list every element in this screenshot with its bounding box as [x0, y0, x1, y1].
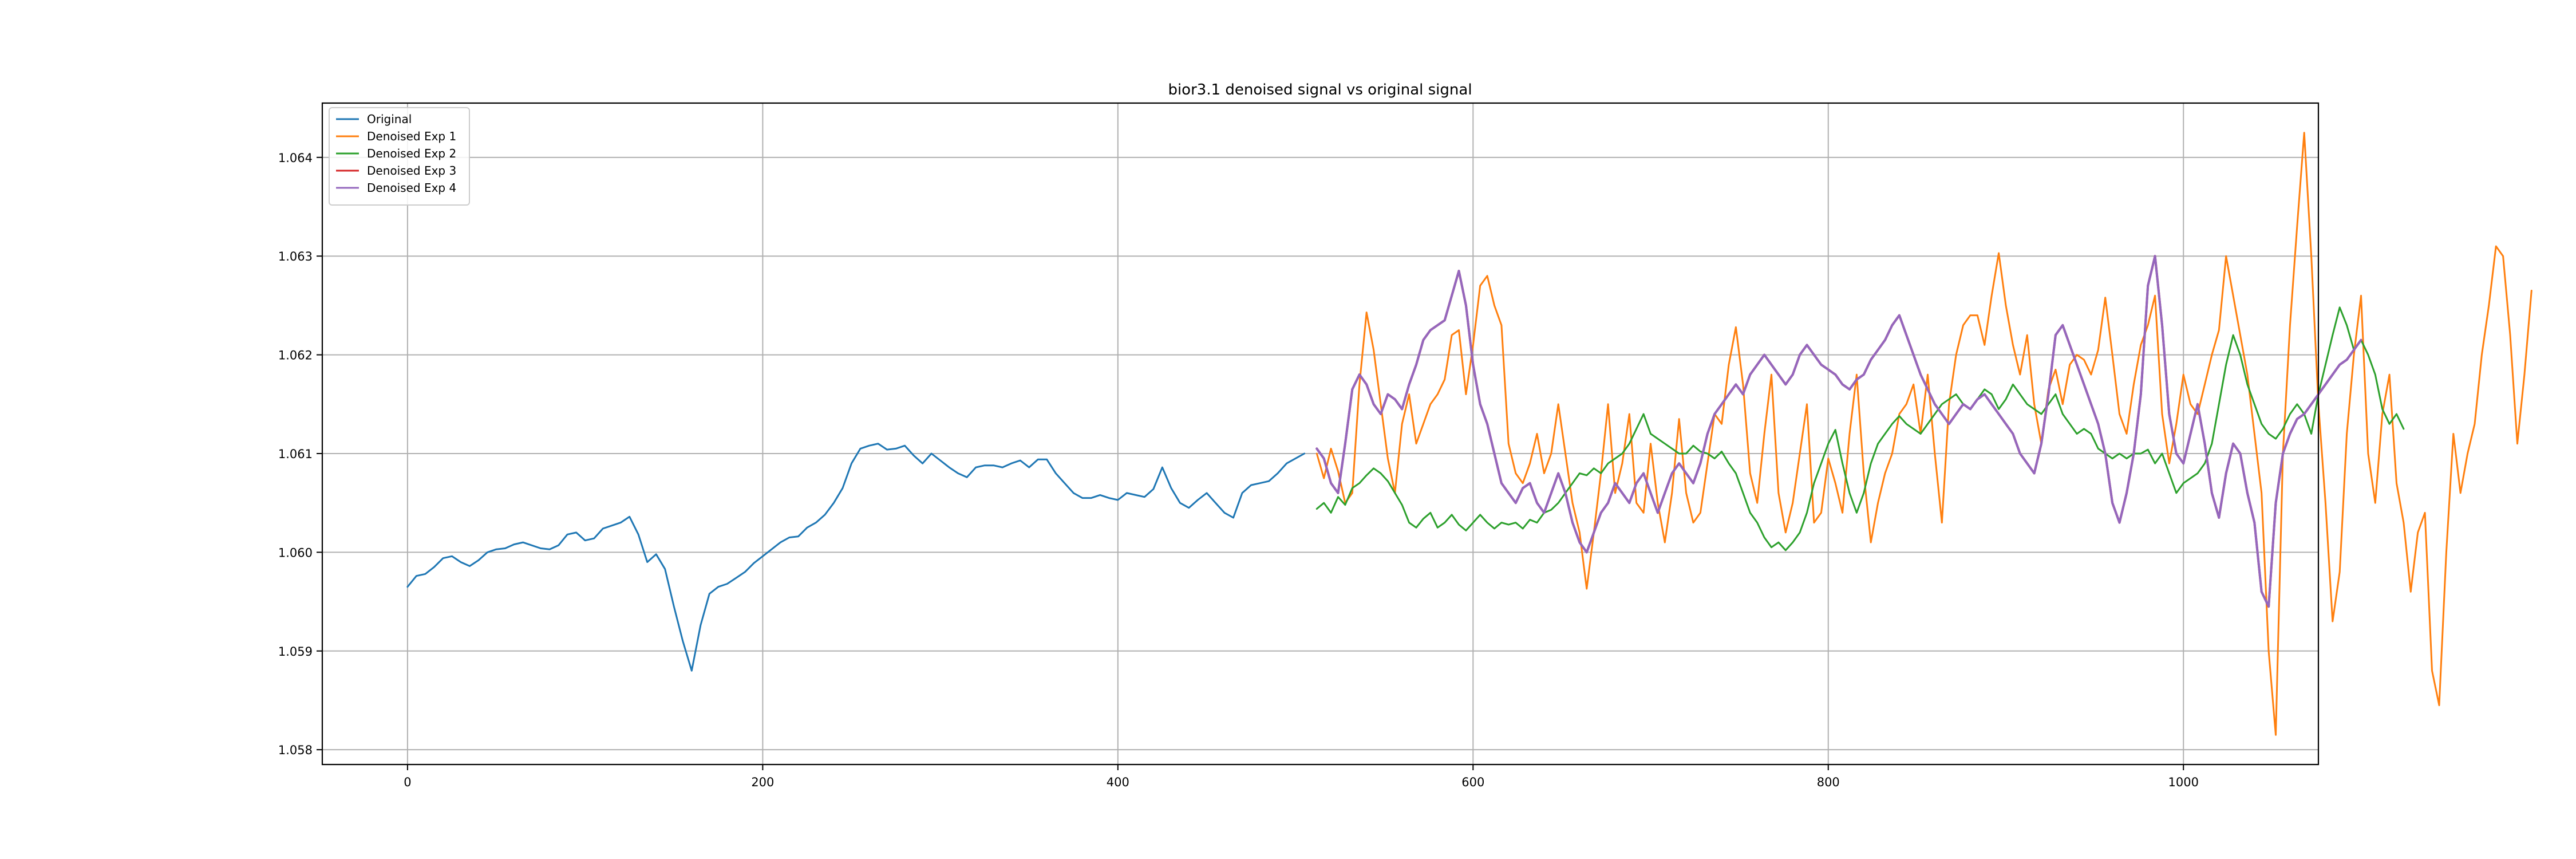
chart-title: bior3.1 denoised signal vs original sign… [1168, 81, 1472, 98]
x-tick-label: 200 [751, 775, 774, 789]
y-tick-label: 1.059 [278, 645, 313, 659]
y-tick-label: 1.064 [278, 151, 313, 165]
x-tick-label: 800 [1817, 775, 1840, 789]
y-tick-label: 1.063 [278, 250, 313, 263]
y-tick-label: 1.060 [278, 546, 313, 559]
x-tick-label: 600 [1461, 775, 1484, 789]
axis-ticks: 0 200 400 600 800 1000 1.058 1.059 1.060 1.061 1.0… [278, 151, 2199, 789]
y-tick-label: 1.062 [278, 349, 313, 362]
legend-label: Denoised Exp 2 [367, 147, 456, 160]
series-line-5 [1315, 255, 2362, 608]
legend-label: Original [367, 112, 412, 126]
y-tick-label: 1.061 [278, 447, 313, 461]
y-tick-label: 1.058 [278, 743, 313, 757]
x-tick-label: 0 [404, 775, 411, 789]
plot-area [322, 103, 2318, 765]
legend-label: Denoised Exp 1 [367, 129, 456, 143]
series-lines [406, 132, 2532, 736]
series-line-3 [1315, 306, 2405, 551]
series-line-1 [406, 443, 1306, 672]
legend: Original Denoised Exp 1 Denoised Exp 2 Deno… [329, 107, 470, 206]
axes-frame [321, 102, 2320, 766]
series-line-2 [1315, 132, 2532, 736]
legend-label: Denoised Exp 4 [367, 181, 456, 195]
x-tick-label: 1000 [2168, 775, 2198, 789]
x-tick-label: 400 [1107, 775, 1129, 789]
legend-label: Denoised Exp 3 [367, 164, 456, 178]
legend-box [329, 107, 470, 206]
